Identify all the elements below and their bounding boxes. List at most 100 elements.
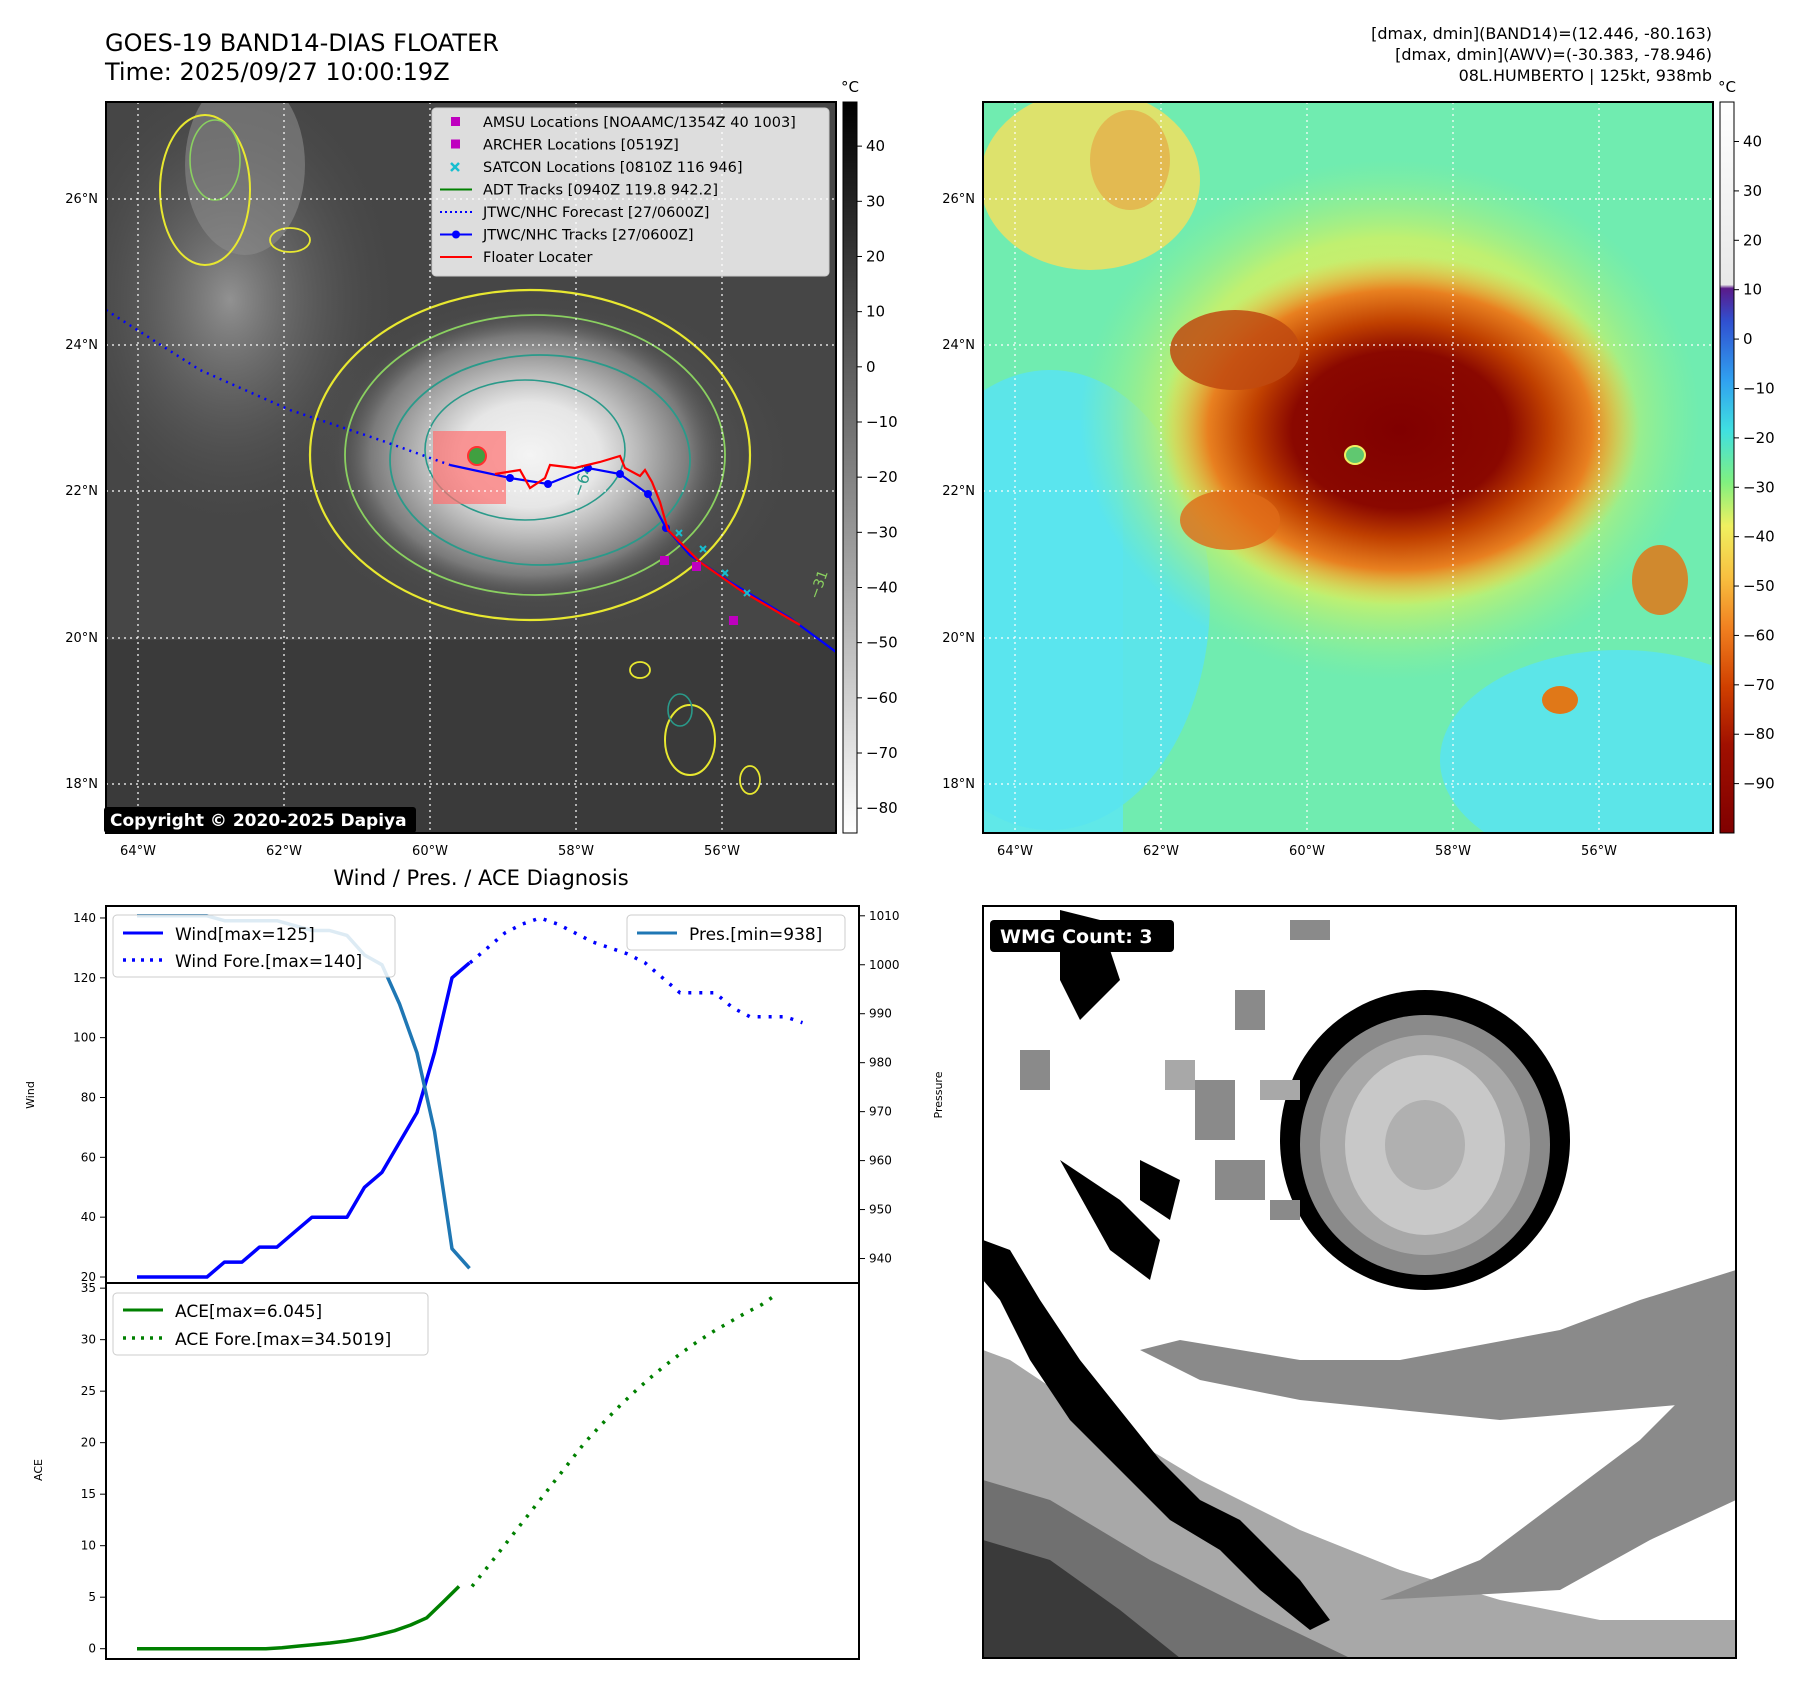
y-tick-label: 5: [88, 1590, 96, 1604]
wmg-count-box: [990, 920, 1174, 952]
legend-label: AMSU Locations [NOAAMC/1354Z 40 1003]: [483, 115, 796, 131]
y-tick-label: 100: [73, 1031, 96, 1045]
y-tick-label: 10: [81, 1539, 96, 1553]
y-tick-label: 980: [869, 1056, 892, 1070]
colorbar-tick-label: −70: [1743, 676, 1775, 694]
ir-map-axis-labels: 26°N 24°N 22°N 20°N 18°N 64°W 62°W 60°W …: [65, 192, 740, 859]
info-storm: 08L.HUMBERTO | 125kt, 938mb: [1459, 66, 1712, 85]
legend-ace-forecast: ACE Fore.[max=34.5019]: [175, 1330, 391, 1350]
wmg-count-label: WMG Count: 3: [1000, 926, 1153, 948]
legend-wind-forecast: Wind Fore.[max=140]: [175, 952, 362, 972]
ace-legend: ACE[max=6.045] ACE Fore.[max=34.5019]: [112, 1292, 429, 1356]
colorbar-tick-label: −10: [866, 413, 898, 431]
y-tick-label: 35: [81, 1281, 96, 1295]
awv-imagery: [983, 102, 1713, 833]
colorbar-tick-label: −30: [866, 523, 898, 541]
ir-colorbar: [842, 101, 858, 834]
y-tick-label: 15: [81, 1487, 96, 1501]
info-awv: [dmax, dmin](AWV)=(-30.383, -78.946): [1395, 45, 1712, 64]
legend-square-marker: [451, 117, 460, 126]
awv-gridlines: [983, 102, 1713, 833]
floater-track: [494, 454, 801, 626]
map-legend: AMSU Locations [NOAAMC/1354Z 40 1003] ARC…: [431, 107, 830, 277]
legend-dot-marker: [452, 230, 460, 239]
colorbar-tick-label: −20: [1743, 429, 1775, 447]
y-tick-label: 960: [869, 1154, 892, 1168]
forecast-track: [106, 308, 451, 467]
legend-label: JTWC/NHC Tracks [27/0600Z]: [482, 228, 694, 244]
legend-pressure: Pres.[min=938]: [689, 925, 822, 945]
legend-label: JTWC/NHC Forecast [27/0600Z]: [482, 205, 709, 221]
lon-label-58: 58°W: [558, 844, 594, 859]
lat-label-26: 26°N: [65, 192, 98, 207]
legend-square-marker: [451, 139, 460, 149]
colorbar-tick-label: 20: [1743, 231, 1762, 249]
map-legend-item: AMSU Locations [NOAAMC/1354Z 40 1003]: [451, 115, 796, 131]
colorbar-tick-label: −20: [866, 468, 898, 486]
colorbar-tick-label: −50: [866, 634, 898, 652]
copyright-box: [104, 807, 416, 833]
map-legend-item: JTWC/NHC Tracks [27/0600Z]: [440, 228, 694, 244]
colorbar-tick-label: 30: [866, 192, 885, 210]
pressure-legend: Pres.[min=938]: [626, 914, 846, 951]
colorbar-tick-label: −30: [1743, 478, 1775, 496]
wind-pressure-chart: 20 40 60 80 100 120 140 940 950 960 970 980 990 1000…: [24, 905, 945, 1284]
awv-lon-label-64: 64°W: [997, 844, 1033, 859]
wmg-imagery: [983, 906, 1736, 1658]
awv-lon-label-56: 56°W: [1581, 844, 1617, 859]
lon-label-64: 64°W: [120, 844, 156, 859]
awv-map-axis-labels: 26°N 24°N 22°N 20°N 18°N 64°W 62°W 60°W …: [942, 192, 1617, 859]
legend-x-marker: [450, 162, 460, 172]
colorbar-tick-label: 10: [1743, 281, 1762, 299]
colorbar-tick-label: −50: [1743, 577, 1775, 595]
legend-wind: Wind[max=125]: [175, 925, 315, 945]
y-tick-label: 40: [81, 1210, 96, 1224]
map-legend-item: ADT Tracks [0940Z 119.8 942.2]: [440, 183, 718, 199]
awv-lat-label-20: 20°N: [942, 631, 975, 646]
series-line-1: [137, 1585, 461, 1651]
y-tick-label: 25: [81, 1384, 96, 1398]
ir-map-frame: [105, 101, 837, 834]
awv-lat-label-18: 18°N: [942, 777, 975, 792]
awv-lat-label-24: 24°N: [942, 338, 975, 353]
lat-label-24: 24°N: [65, 338, 98, 353]
legend-label: ARCHER Locations [0519Z]: [483, 138, 679, 154]
awv-colorbar: [1719, 101, 1735, 834]
colorbar-tick-label: −40: [866, 578, 898, 596]
y-tick-label: 30: [81, 1333, 96, 1347]
colorbar-tick-label: −70: [866, 744, 898, 762]
colorbar-tick-label: 20: [866, 247, 885, 265]
y-tick-label: 1010: [869, 909, 900, 923]
figure-title: GOES-19 BAND14-DIAS FLOATER: [105, 29, 499, 57]
colorbar-tick-label: 30: [1743, 182, 1762, 200]
y-tick-label: 970: [869, 1105, 892, 1119]
awv-lat-label-22: 22°N: [942, 484, 975, 499]
wmg-panel: WMG Count: 3: [982, 905, 1737, 1659]
amsu-points: [660, 556, 738, 625]
map-legend-item: SATCON Locations [0810Z 116 946]: [450, 160, 742, 176]
colorbar-tick-label: −40: [1743, 528, 1775, 546]
colorbar-tick-label: −10: [1743, 379, 1775, 397]
y-tick-label: 120: [73, 971, 96, 985]
map-legend-item: ARCHER Locations [0519Z]: [451, 138, 679, 154]
info-band14: [dmax, dmin](BAND14)=(12.446, -80.163): [1371, 24, 1712, 43]
copyright-text: Copyright © 2020-2025 Dapiya: [110, 811, 407, 831]
wind-axis-ticks: 20 40 60 80 100 120 140: [73, 911, 106, 1284]
awv-map-panel: 26°N 24°N 22°N 20°N 18°N 64°W 62°W 60°W …: [942, 78, 1775, 859]
lat-label-18: 18°N: [65, 777, 98, 792]
wind-legend: Wind[max=125] Wind Fore.[max=140]: [112, 914, 396, 978]
legend-label: SATCON Locations [0810Z 116 946]: [483, 160, 742, 176]
colorbar-tick-label: 0: [866, 358, 876, 376]
awv-lat-label-26: 26°N: [942, 192, 975, 207]
ace-axis-ticks: 0 5 10 15 20 25 30 35: [81, 1281, 106, 1656]
y-tick-label: 20: [81, 1436, 96, 1450]
series-line-2: [468, 916, 804, 1025]
map-legend-item: JTWC/NHC Forecast [27/0600Z]: [440, 205, 709, 221]
y-tick-label: 0: [88, 1642, 96, 1656]
ace-lines: [137, 1291, 779, 1651]
colorbar-tick-label: −80: [866, 799, 898, 817]
ir-colorbar-unit: °C: [841, 78, 859, 96]
legend-ace: ACE[max=6.045]: [175, 1302, 322, 1322]
awv-lon-label-58: 58°W: [1435, 844, 1471, 859]
lat-label-22: 22°N: [65, 484, 98, 499]
